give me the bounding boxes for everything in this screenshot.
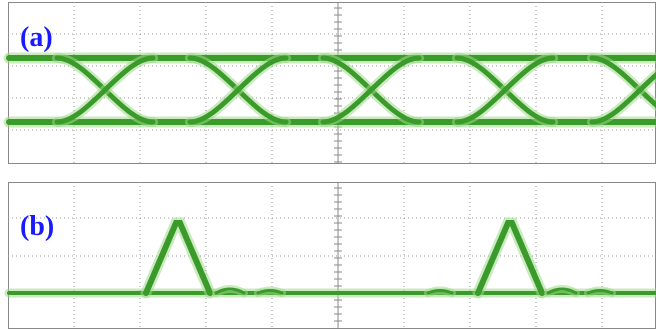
panel-b [8, 182, 656, 329]
panel-label: (a) [20, 22, 53, 53]
panel-label: (b) [20, 211, 54, 242]
panel-a [8, 2, 656, 164]
trace-glow [146, 223, 210, 293]
trace-glow [478, 223, 542, 293]
scope-figure: (a) (b) [0, 0, 656, 330]
